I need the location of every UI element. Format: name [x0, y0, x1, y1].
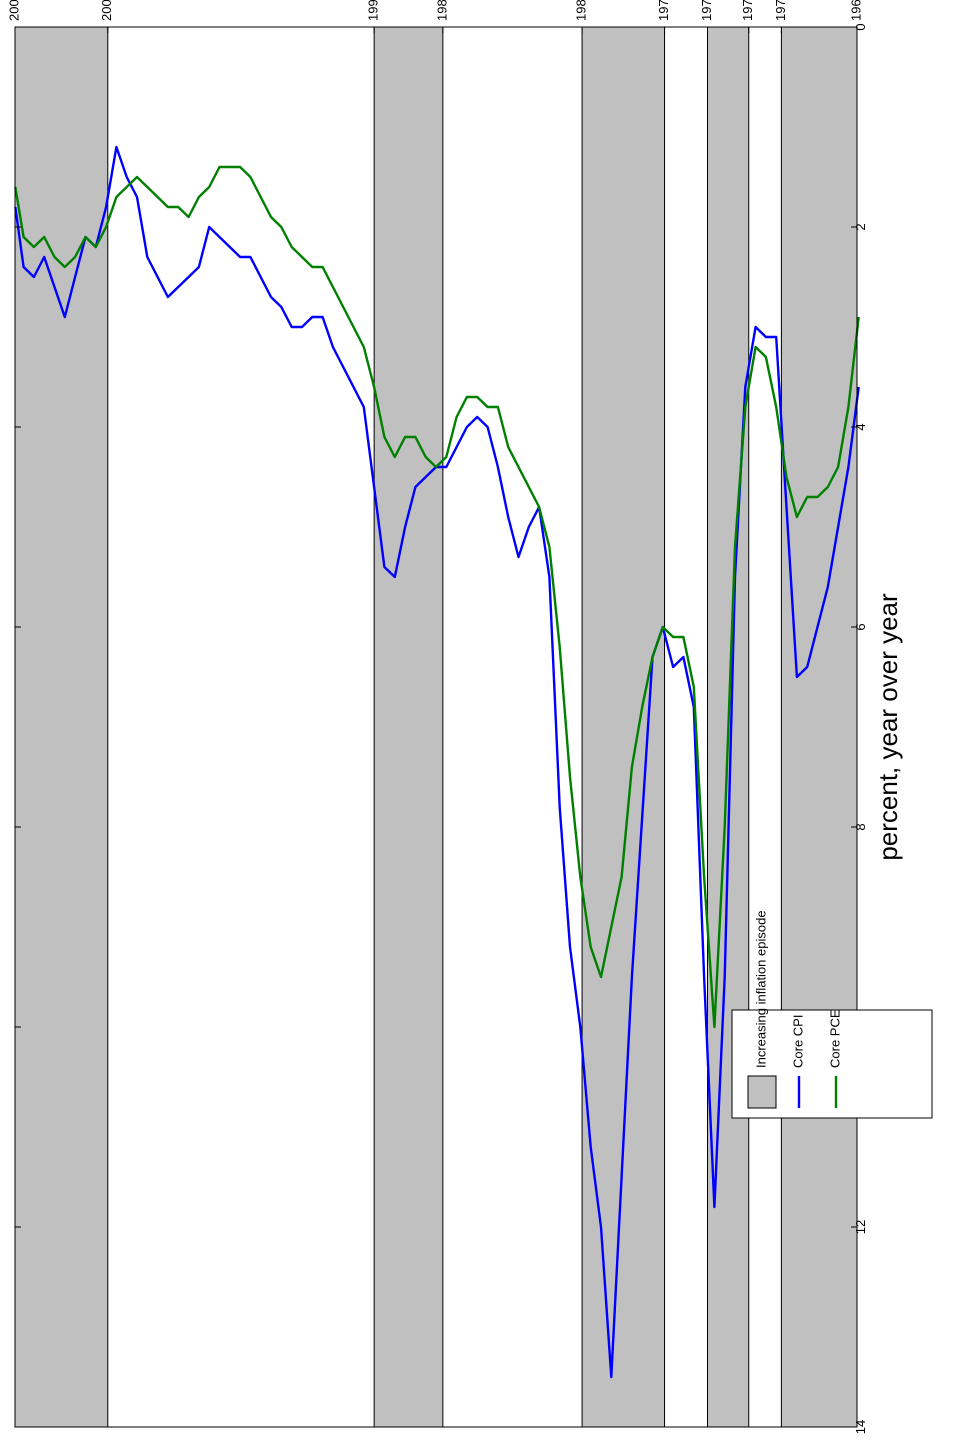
legend: Increasing inflation episode Core CPI Core… [731, 910, 933, 1119]
series-layer [14, 145, 860, 1379]
y-tick-label: 6 [853, 623, 868, 630]
y-tick-label: 0 [853, 23, 868, 30]
legend-label-2: Core CPI [790, 1015, 805, 1068]
legend-label-1: Increasing inflation episode [753, 910, 768, 1068]
y-axis-label: percent, year over year [873, 593, 903, 861]
y-tick-label: 8 [853, 823, 868, 830]
y-tick-label: 12 [853, 1220, 868, 1234]
legend-swatch-episode [747, 1075, 777, 1109]
y-tick-label: 4 [853, 423, 868, 430]
x-tick-label: 1977:06 [656, 0, 671, 21]
axes-frame [14, 26, 858, 1428]
episode-band-4 [373, 26, 444, 1428]
y-label-layer: percent, year over year [873, 593, 903, 861]
y-tick-label: 2 [853, 223, 868, 230]
x-tick-label: 1968:02 [848, 0, 863, 21]
x-tick-label: 1975:05 [699, 0, 714, 21]
x-tick-label: 1991:07 [366, 0, 381, 21]
series-line-core-pce [14, 165, 860, 1029]
x-tick-label: 1981:06 [573, 0, 588, 21]
x-tick-layer: 1968:02 1971:10 1973:05 1975:05 1977:06 1981:… [6, 0, 863, 33]
episode-band-5 [14, 26, 109, 1428]
x-tick-label: 1988:03 [434, 0, 449, 21]
legend-label-3: Core PCE [827, 1009, 842, 1068]
episode-band-1 [780, 26, 858, 1428]
x-tick-label: 2004:06 [99, 0, 114, 21]
x-tick-label: 1971:10 [773, 0, 788, 21]
x-tick-label: 1973:05 [740, 0, 755, 21]
y-tick-label: 14 [853, 1420, 868, 1434]
episode-band-3 [581, 26, 666, 1428]
rotated-plot-group: 02468101214 1968:021971:101973:051975:05… [6, 0, 933, 1434]
x-tick-label: 2008:12 [6, 0, 21, 21]
